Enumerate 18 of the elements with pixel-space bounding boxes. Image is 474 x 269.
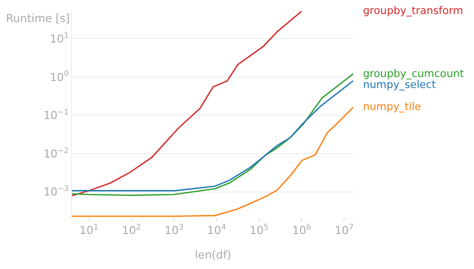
y-tick-label: 10$^{0}$	[50, 69, 69, 84]
y-tick-label: 10$^{−1}$	[43, 107, 69, 122]
x-tick-label: 10$^{1}$	[79, 222, 98, 238]
x-tick-label: 10$^{6}$	[292, 222, 312, 238]
series-label: numpy_select	[363, 79, 436, 91]
x-tick-label: 10$^{4}$	[207, 222, 226, 238]
x-tick-label: 10$^{5}$	[250, 222, 269, 238]
y-tick-label: 10$^{−3}$	[43, 184, 69, 199]
x-tick-label: 10$^{7}$	[334, 222, 354, 238]
x-tick-label: 10$^{3}$	[164, 222, 184, 238]
y-axis-title: Runtime [s]	[6, 12, 70, 25]
y-tick-label: 10$^{1}$	[50, 30, 69, 46]
x-axis-title: len(df)	[194, 248, 232, 262]
series-label: numpy_tile	[363, 101, 422, 113]
y-tick-label: 10$^{−2}$	[43, 146, 69, 160]
text: groupby_transform	[363, 5, 464, 17]
x-tick-label: 10$^{2}$	[122, 222, 142, 238]
series-label: groupby_cumcount	[363, 68, 464, 80]
